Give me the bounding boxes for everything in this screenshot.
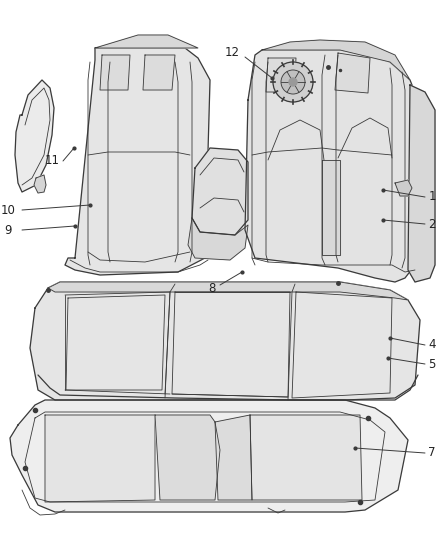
Polygon shape (45, 415, 155, 502)
Polygon shape (322, 160, 340, 255)
Polygon shape (10, 400, 408, 512)
Text: 4: 4 (428, 338, 436, 351)
Polygon shape (188, 218, 248, 260)
Polygon shape (335, 53, 370, 93)
Polygon shape (100, 55, 130, 90)
Polygon shape (245, 50, 420, 282)
Polygon shape (266, 58, 296, 92)
Polygon shape (250, 415, 362, 500)
Polygon shape (48, 282, 408, 300)
Text: 1: 1 (428, 190, 436, 204)
Polygon shape (95, 35, 198, 48)
Circle shape (273, 62, 313, 102)
Polygon shape (30, 282, 420, 400)
Text: 10: 10 (0, 204, 15, 216)
Text: 11: 11 (45, 155, 60, 167)
Polygon shape (65, 48, 210, 275)
Circle shape (289, 78, 297, 86)
Polygon shape (143, 55, 175, 90)
Polygon shape (215, 415, 252, 500)
Text: 7: 7 (428, 447, 436, 459)
Text: 12: 12 (225, 45, 240, 59)
Polygon shape (34, 175, 46, 193)
Text: 5: 5 (428, 358, 436, 370)
Polygon shape (155, 415, 220, 500)
Polygon shape (395, 180, 412, 196)
Polygon shape (192, 148, 248, 235)
Polygon shape (408, 85, 435, 282)
Circle shape (281, 70, 305, 94)
Polygon shape (262, 40, 410, 80)
Polygon shape (15, 80, 54, 192)
Text: 9: 9 (4, 223, 12, 237)
Text: 2: 2 (428, 217, 436, 230)
Text: 8: 8 (208, 281, 215, 295)
